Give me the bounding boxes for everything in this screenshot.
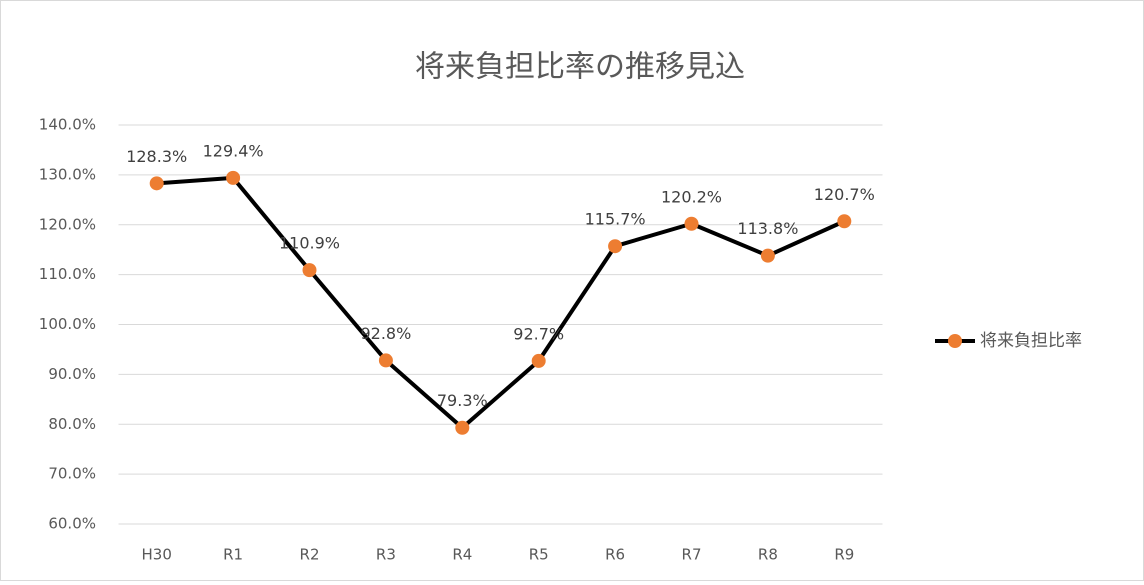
data-label: 113.8% (737, 219, 798, 238)
data-label: 115.7% (585, 210, 646, 229)
y-tick-label: 130.0% (39, 165, 96, 183)
legend-label: 将来負担比率 (980, 331, 1082, 351)
x-tick-label: R4 (452, 546, 472, 564)
x-tick-label: R3 (376, 546, 396, 564)
data-point (149, 176, 164, 191)
data-label: 120.7% (814, 185, 875, 204)
x-tick-label: R2 (300, 546, 320, 564)
data-label: 110.9% (279, 234, 340, 253)
data-point (608, 239, 623, 254)
y-tick-label: 90.0% (48, 365, 96, 383)
data-label: 92.8% (360, 324, 411, 343)
data-point (226, 170, 241, 185)
chart-title: 将来負担比率の推移見込 (415, 50, 745, 85)
x-tick-label: R6 (605, 546, 625, 564)
x-tick-label: R5 (529, 546, 549, 564)
data-point (760, 248, 775, 263)
data-label: 92.7% (513, 324, 564, 343)
y-tick-label: 140.0% (39, 116, 96, 134)
data-label: 129.4% (203, 141, 264, 160)
data-point (837, 214, 852, 229)
x-tick-label: H30 (142, 546, 172, 564)
data-point (378, 353, 393, 368)
y-tick-label: 110.0% (39, 265, 96, 283)
y-tick-label: 60.0% (48, 515, 96, 533)
data-point (302, 263, 317, 278)
data-point (455, 420, 470, 435)
data-point (684, 216, 699, 231)
x-tick-label: R9 (834, 546, 854, 564)
y-tick-label: 100.0% (39, 315, 96, 333)
series-line (156, 175, 846, 430)
x-tick-label: R1 (223, 546, 243, 564)
y-tick-label: 120.0% (39, 215, 96, 233)
y-tick-label: 80.0% (48, 415, 96, 433)
x-tick-label: R8 (758, 546, 778, 564)
data-point (531, 353, 546, 368)
x-tick-label: R7 (682, 546, 702, 564)
data-label: 79.3% (437, 391, 488, 410)
legend-marker (948, 334, 962, 348)
data-label: 120.2% (661, 187, 722, 206)
y-tick-label: 70.0% (48, 465, 96, 483)
data-label: 128.3% (126, 147, 187, 166)
